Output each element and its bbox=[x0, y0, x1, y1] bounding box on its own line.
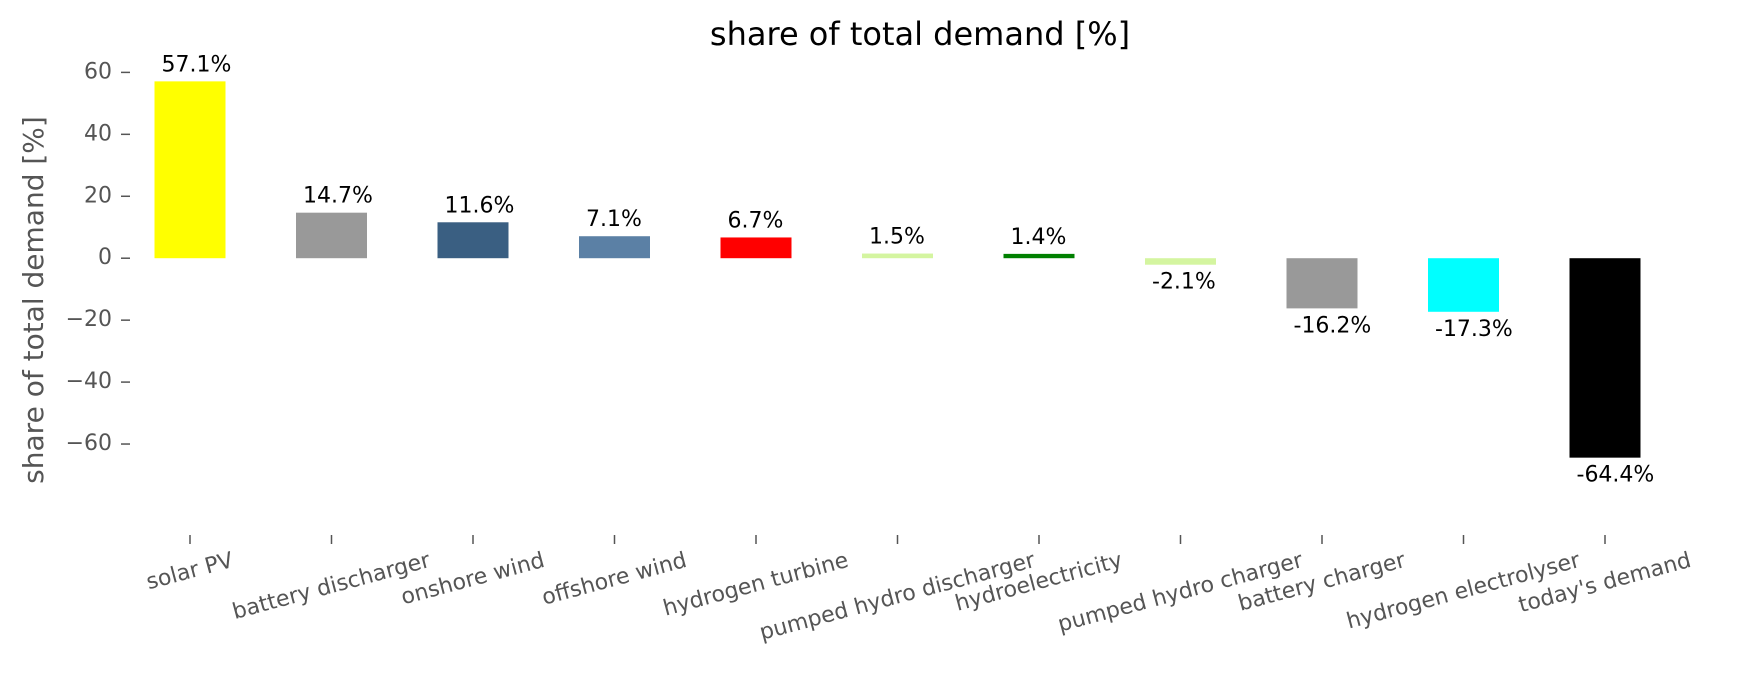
y-tick-label: −40 bbox=[66, 369, 112, 394]
value-label: -2.1% bbox=[1152, 270, 1216, 295]
bar bbox=[1428, 258, 1499, 312]
value-label: 6.7% bbox=[728, 208, 784, 233]
y-tick-label: 40 bbox=[84, 121, 112, 146]
bar bbox=[1003, 253, 1075, 259]
value-label: 11.6% bbox=[445, 193, 515, 218]
bar bbox=[437, 222, 509, 259]
bar bbox=[720, 237, 792, 259]
value-label: -16.2% bbox=[1294, 313, 1372, 338]
value-label: 57.1% bbox=[162, 52, 232, 77]
y-axis-label: share of total demand [%] bbox=[17, 116, 50, 484]
y-tick-label: 20 bbox=[84, 183, 112, 208]
chart-title: share of total demand [%] bbox=[710, 15, 1130, 53]
y-tick-label: 60 bbox=[84, 59, 112, 84]
value-label: -64.4% bbox=[1577, 463, 1655, 488]
bar bbox=[1569, 258, 1641, 458]
y-tick-label: −60 bbox=[66, 431, 112, 456]
y-tick-label: −20 bbox=[66, 307, 112, 332]
value-label: -17.3% bbox=[1435, 317, 1513, 342]
y-tick-label: 0 bbox=[98, 245, 112, 270]
x-tick-label: solar PV bbox=[144, 548, 236, 595]
bar bbox=[1286, 258, 1358, 309]
bar bbox=[154, 81, 226, 259]
value-label: 1.4% bbox=[1011, 225, 1067, 250]
bar bbox=[579, 236, 650, 259]
value-label: 1.5% bbox=[869, 225, 925, 250]
value-label: 7.1% bbox=[586, 207, 642, 232]
bar bbox=[1145, 258, 1216, 265]
bar bbox=[296, 212, 367, 259]
value-label: 14.7% bbox=[303, 184, 373, 209]
bar bbox=[862, 253, 933, 259]
